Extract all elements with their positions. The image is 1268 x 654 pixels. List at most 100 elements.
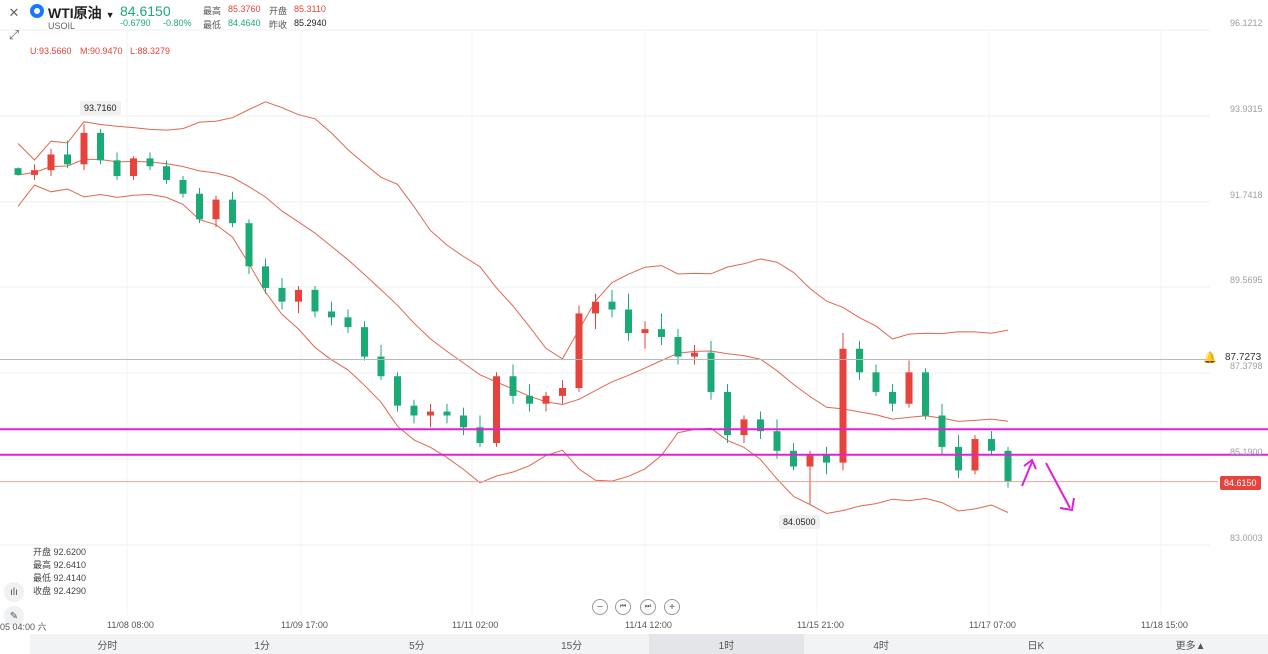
bollinger-middle: M:90.9470 [80, 46, 123, 56]
candle-body [80, 132, 88, 165]
expand-icon[interactable]: ⤢ [8, 27, 20, 42]
bollinger-upper-line [17, 101, 1009, 360]
candle-body [196, 193, 203, 220]
prev-close-label: 昨收 [269, 20, 288, 30]
candle-body [97, 132, 104, 161]
symbol-logo-icon [30, 4, 44, 18]
y-tick-4: 87.3798 [1230, 361, 1263, 372]
candle-body [146, 158, 154, 167]
candle-body [790, 450, 797, 467]
x-tick-2: 11/09 17:00 [281, 620, 328, 630]
draw-pen-icon[interactable]: ✎ [4, 606, 24, 626]
zoom-in-button[interactable]: + [664, 599, 680, 615]
candle-body [806, 454, 814, 467]
candle-body [361, 327, 368, 357]
candle-body [443, 411, 451, 416]
candle-body [856, 348, 863, 373]
bell-icon[interactable]: 🔔 [1203, 352, 1217, 364]
tab-15min[interactable]: 15分 [561, 640, 583, 652]
symbol-name[interactable]: WTI原油 ▼ [48, 5, 115, 21]
bollinger-lower-line [17, 184, 1009, 515]
candle-body [344, 317, 352, 328]
candle-body [757, 419, 764, 432]
x-tick-1: 11/08 08:00 [107, 620, 154, 630]
candles [14, 124, 1012, 504]
x-tick-0: 05 04:00 六 [0, 622, 47, 632]
candle-body [938, 415, 946, 447]
open-label: 开盘 [269, 6, 288, 16]
indicator-icon[interactable]: ılı [4, 582, 24, 602]
x-tick-5: 11/15 21:00 [797, 620, 844, 630]
candle-body [311, 289, 319, 312]
candle-body [773, 431, 781, 451]
candle-body [328, 311, 335, 318]
y-tick-1: 93.9315 [1230, 103, 1263, 114]
candle-body [179, 179, 187, 194]
tab-1hour[interactable]: 1时 [649, 634, 804, 654]
x-tick-4: 11/14 12:00 [625, 620, 672, 630]
candle-body [872, 372, 880, 392]
candle-body [245, 223, 253, 267]
candle-body [460, 415, 467, 428]
tab-5min[interactable]: 5分 [409, 640, 425, 652]
candle-body [608, 301, 616, 310]
scroll-end-button[interactable]: ⏭ [640, 599, 656, 615]
current-price-tag: 84.6150 [1220, 476, 1261, 490]
candle-body [658, 329, 665, 337]
candle-body [47, 154, 55, 171]
candle-body [377, 356, 385, 377]
price-change: -0.6790 [120, 18, 151, 28]
ohlc-high: 最高 92.6410 [33, 560, 87, 570]
candle-body [509, 376, 517, 396]
candle-body [476, 427, 484, 443]
candle-body [641, 329, 649, 334]
low-label: 最低 [203, 20, 222, 30]
tab-fenshi[interactable]: 分时 [97, 640, 118, 652]
candle-body [1004, 450, 1012, 482]
candle-body [922, 372, 929, 416]
bollinger-upper: U:93.5660 [30, 46, 72, 56]
y-tick-0: 96.1212 [1230, 18, 1263, 28]
candle-body [295, 289, 302, 302]
last-price: 84.6150 [120, 3, 171, 19]
candle-body [625, 309, 632, 334]
candle-body [394, 376, 401, 406]
candle-body [113, 160, 121, 177]
ohlc-low: 最低 92.4140 [33, 573, 87, 583]
candle-body [163, 166, 170, 180]
candlestick-chart[interactable] [0, 0, 1268, 634]
tab-daily[interactable]: 日K [1027, 640, 1045, 652]
candle-body [229, 199, 236, 224]
candle-body [64, 154, 71, 165]
low-marker: 84.0500 [779, 515, 820, 529]
candle-body [674, 336, 682, 357]
y-tick-3: 89.5695 [1230, 275, 1263, 286]
candle-body [740, 419, 748, 436]
arrow-down-stroke [1045, 462, 1071, 509]
candle-body [262, 266, 269, 288]
scroll-start-button[interactable]: ⏮ [615, 599, 631, 615]
y-tick-2: 91.7418 [1230, 189, 1263, 200]
close-icon[interactable]: ✕ [8, 5, 20, 20]
tab-more[interactable]: 更多▲ [1175, 640, 1206, 652]
candle-body [493, 376, 500, 443]
arrow-up-head [1023, 458, 1037, 470]
candle-body [955, 446, 962, 471]
arrow-down-head [1059, 497, 1075, 512]
bollinger-lower: L:88.3279 [130, 46, 171, 56]
x-tick-7: 11/18 15:00 [1141, 620, 1188, 630]
candle-body [839, 348, 847, 463]
tab-4hour[interactable]: 4时 [873, 640, 889, 652]
zoom-out-button[interactable]: − [592, 599, 608, 615]
prev-close-value: 85.2940 [294, 18, 327, 28]
symbol-code: USOIL [48, 21, 76, 31]
candle-body [427, 411, 434, 416]
candle-body [575, 313, 583, 389]
tab-1min[interactable]: 1分 [254, 640, 270, 652]
arrow-up-stroke [1021, 461, 1033, 487]
chevron-down-icon[interactable]: ▼ [105, 10, 115, 20]
ohlc-open: 开盘 92.6200 [33, 547, 87, 557]
x-tick-3: 11/11 02:00 [452, 620, 499, 630]
alert-price-label: 87.7273 [1225, 352, 1262, 363]
candle-body [31, 170, 38, 175]
